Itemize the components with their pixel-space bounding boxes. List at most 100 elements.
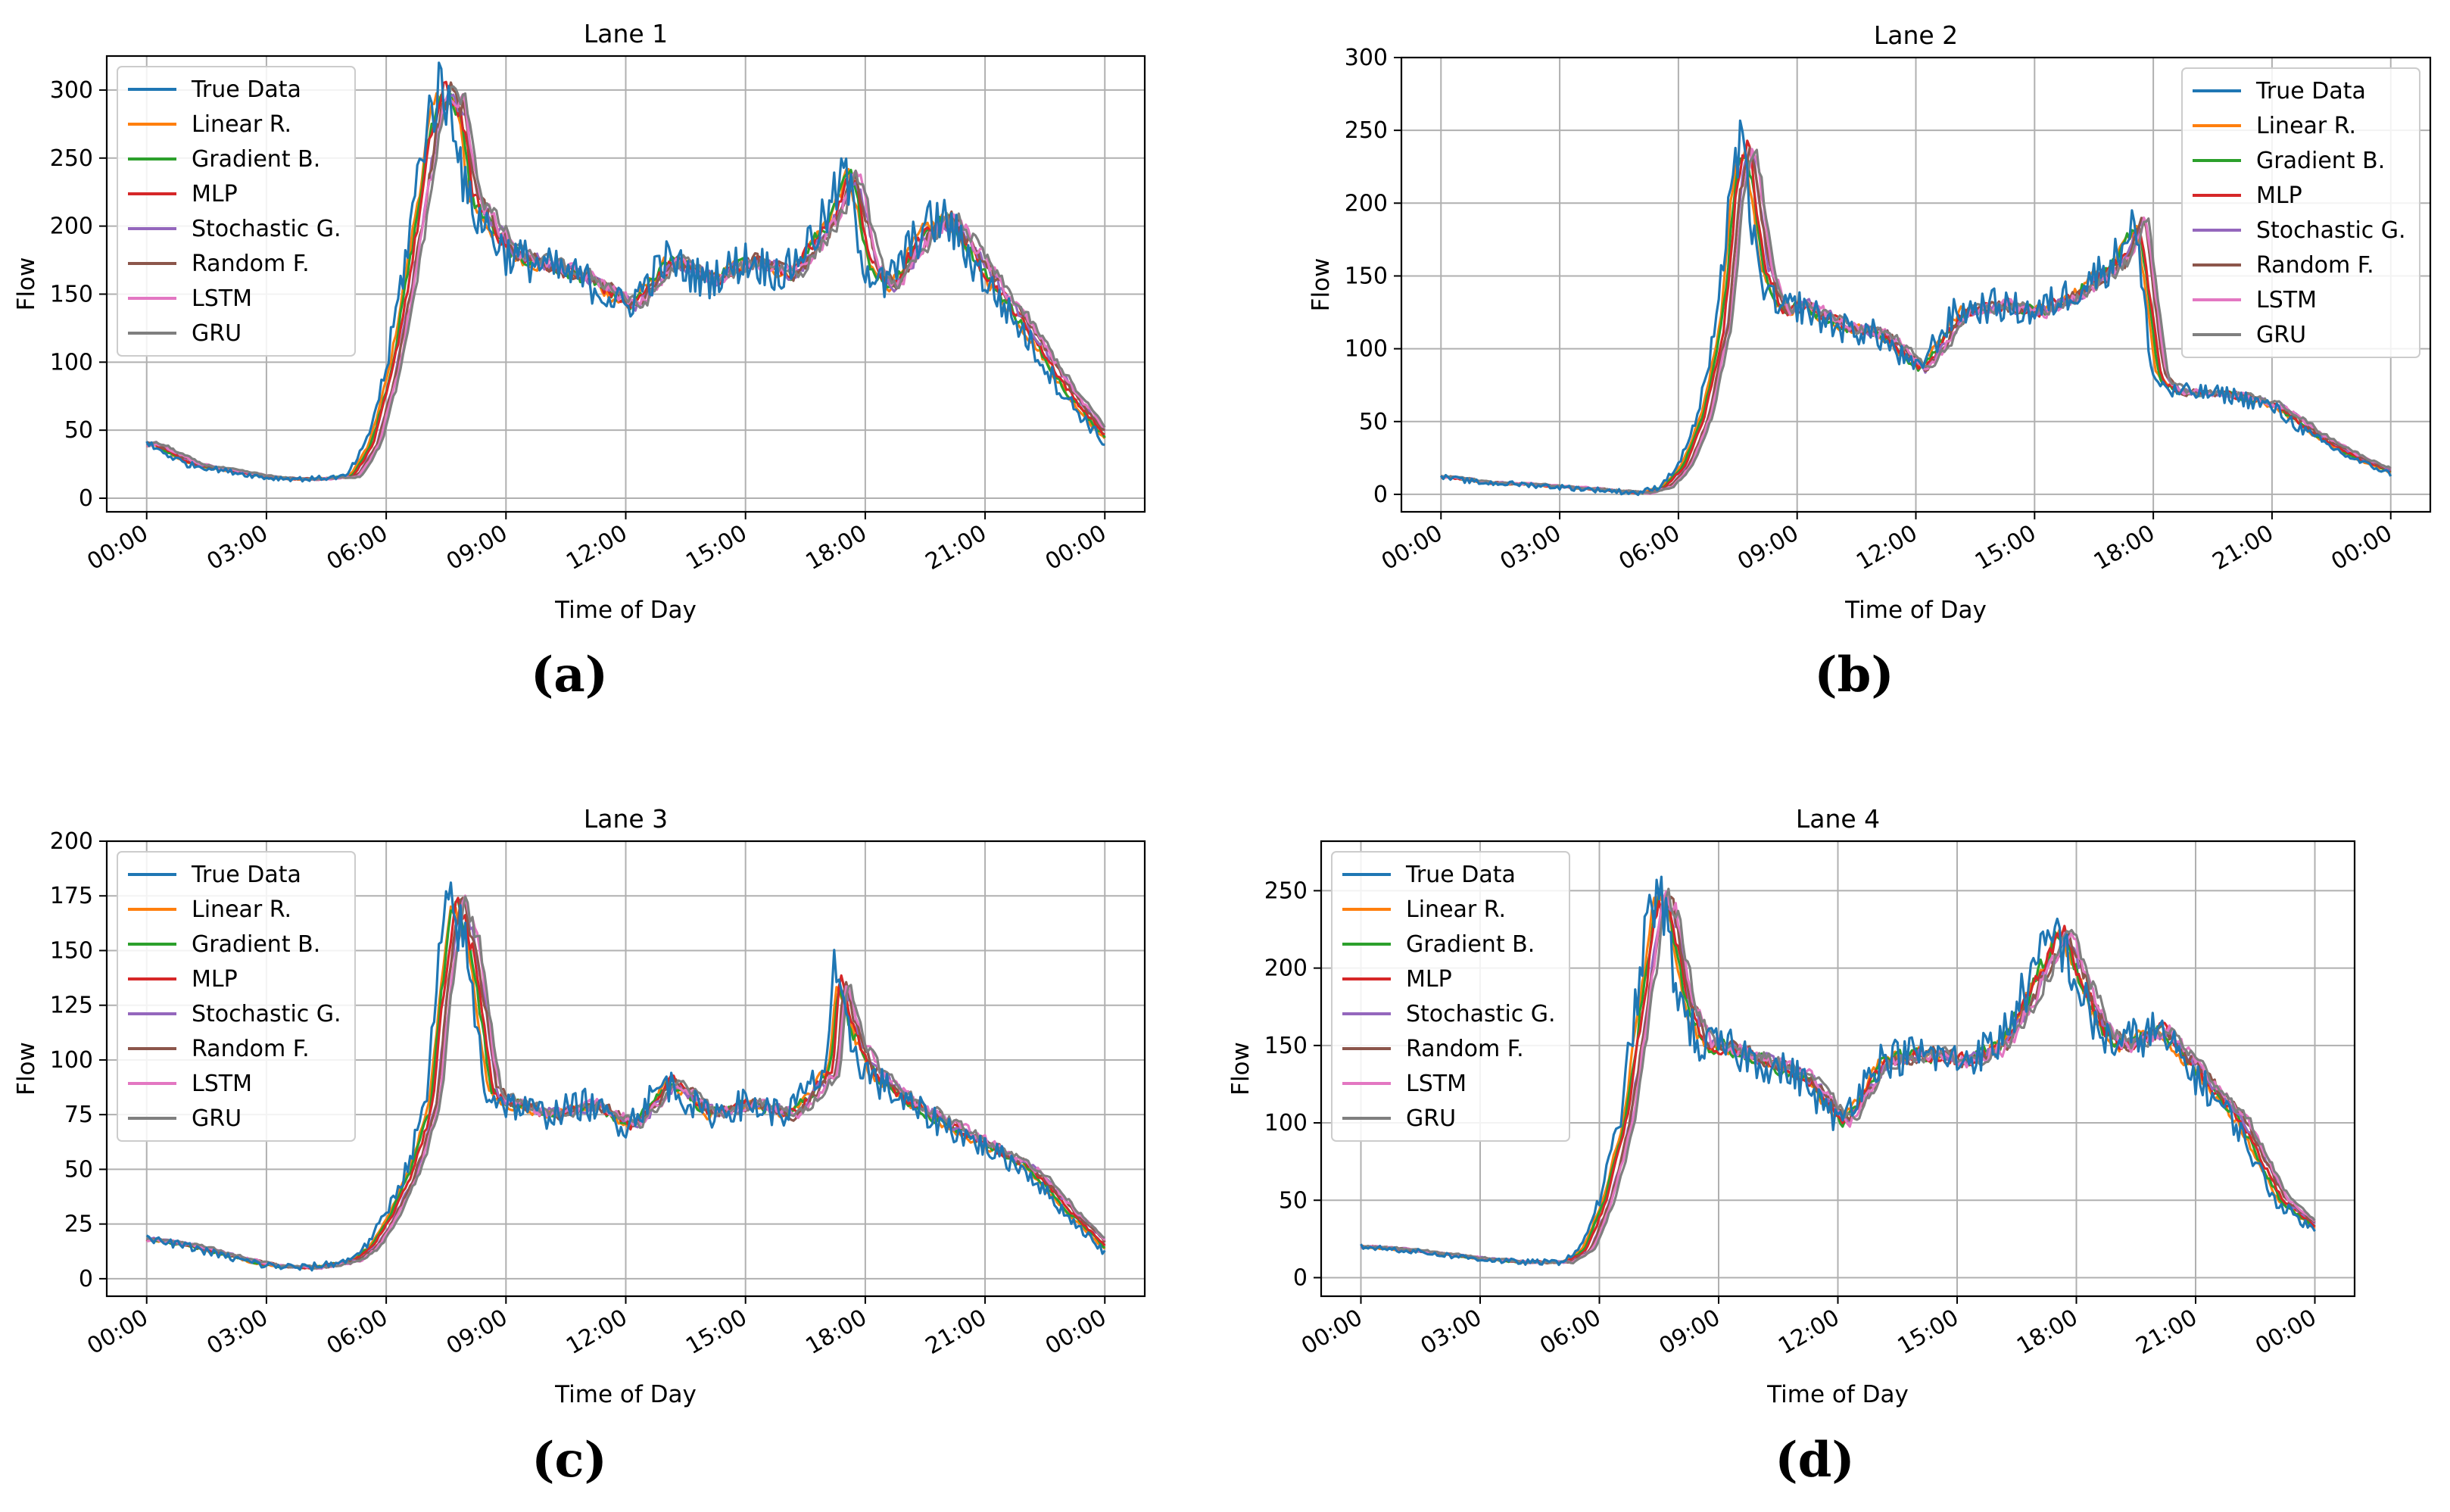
x-tick-label: 00:00 — [1041, 1305, 1111, 1361]
x-tick-label: 12:00 — [562, 1305, 631, 1361]
y-axis-label: Flow — [1308, 258, 1335, 312]
y-tick-label: 125 — [50, 993, 93, 1019]
x-tick-label: 00:00 — [2251, 1305, 2321, 1361]
legend-label: Linear R. — [1406, 896, 1506, 923]
x-tick-label: 18:00 — [2090, 520, 2159, 576]
legend-label: LSTM — [192, 1071, 252, 1097]
x-tick-label: 21:00 — [2132, 1305, 2202, 1361]
x-tick-label: 00:00 — [83, 520, 152, 576]
y-tick-label: 0 — [1373, 482, 1388, 508]
x-tick-label: 06:00 — [1535, 1305, 1605, 1361]
legend-label: True Data — [191, 862, 301, 888]
legend: True Data Linear R. Gradient B. MLP Stochast… — [117, 66, 356, 357]
legend-label: MLP — [2256, 182, 2302, 209]
legend-label: True Data — [1405, 862, 1516, 888]
x-tick-label: 15:00 — [1894, 1305, 1963, 1361]
x-tick-label: 12:00 — [1774, 1305, 1844, 1361]
legend-box — [117, 66, 356, 357]
legend-label: Random F. — [2256, 252, 2374, 279]
y-tick-label: 0 — [79, 1266, 93, 1292]
x-tick-label: 09:00 — [1655, 1305, 1725, 1361]
legend-label: Gradient B. — [192, 146, 320, 173]
x-tick-label: 06:00 — [323, 520, 392, 576]
x-tick-label: 09:00 — [442, 1305, 512, 1361]
legend-label: Gradient B. — [1406, 931, 1535, 958]
x-tick-label: 03:00 — [1417, 1305, 1486, 1361]
legend-label: MLP — [1406, 966, 1452, 993]
x-tick-label: 09:00 — [1733, 520, 1803, 576]
x-tick-label: 15:00 — [681, 520, 751, 576]
chart-title: Lane 4 — [1796, 804, 1880, 834]
subfigure-caption: (b) — [1814, 647, 1894, 703]
series-line-lstm — [146, 894, 1106, 1270]
x-axis-label: Time of Day — [1766, 1381, 1909, 1408]
legend: True Data Linear R. Gradient B. MLP Stochast… — [117, 851, 356, 1142]
y-tick-label: 150 — [50, 281, 93, 307]
y-tick-label: 250 — [50, 145, 93, 172]
legend-label: Linear R. — [2256, 113, 2356, 139]
series-group — [1360, 875, 2316, 1267]
x-axis-label: Time of Day — [554, 1381, 697, 1408]
legend-label: LSTM — [192, 285, 252, 312]
x-tick-label: 03:00 — [203, 1305, 273, 1361]
legend-label: Random F. — [192, 251, 310, 277]
x-tick-label: 09:00 — [442, 520, 512, 576]
y-tick-label: 200 — [50, 214, 93, 240]
y-tick-label: 300 — [1345, 45, 1388, 71]
legend-box — [1331, 851, 1570, 1142]
chart-panel-2: 0 50 100 150 200 250 300 00:00 03:00 06:00 09:00 12… — [1308, 20, 2432, 703]
chart-panel-1: 0 50 100 150 200 250 300 00:00 03:00 06:00 09:00 12… — [13, 19, 1146, 703]
legend-box — [2181, 67, 2420, 358]
legend-label: MLP — [192, 181, 238, 207]
y-tick-label: 25 — [64, 1211, 93, 1238]
y-tick-label: 50 — [64, 417, 93, 444]
x-tick-label: 18:00 — [802, 1305, 871, 1361]
y-tick-label: 250 — [1345, 117, 1388, 144]
x-axis-label: Time of Day — [1844, 597, 1987, 624]
y-tick-label: 100 — [1264, 1110, 1308, 1136]
x-tick-label: 15:00 — [1971, 520, 2040, 576]
x-tick-label: 18:00 — [802, 520, 871, 576]
y-tick-label: 100 — [50, 1047, 93, 1074]
y-tick-label: 0 — [79, 485, 93, 512]
y-tick-label: 150 — [1345, 263, 1388, 289]
x-tick-label: 06:00 — [1615, 520, 1685, 576]
series-line-true-data — [1360, 875, 2316, 1267]
legend-label: Stochastic G. — [192, 216, 341, 242]
legend-label: Gradient B. — [192, 931, 320, 958]
series-group — [145, 61, 1106, 483]
legend-label: Stochastic G. — [1406, 1001, 1556, 1027]
chart-title: Lane 2 — [1874, 20, 1958, 50]
x-tick-label: 00:00 — [1377, 520, 1447, 576]
legend: True Data Linear R. Gradient B. MLP Stochast… — [2181, 67, 2420, 358]
legend-label: Random F. — [192, 1036, 310, 1062]
x-tick-label: 12:00 — [1852, 520, 1922, 576]
legend-label: MLP — [192, 966, 238, 993]
legend-label: Stochastic G. — [192, 1001, 341, 1027]
legend-label: GRU — [192, 320, 242, 347]
series-line-true-data — [1440, 119, 2392, 497]
x-tick-label: 00:00 — [83, 1305, 152, 1361]
y-tick-label: 150 — [50, 937, 93, 964]
chart-title: Lane 1 — [584, 19, 668, 48]
x-tick-label: 00:00 — [1297, 1305, 1367, 1361]
x-tick-label: 00:00 — [2327, 520, 2396, 576]
legend-label: True Data — [2255, 78, 2366, 104]
x-tick-label: 21:00 — [2208, 520, 2278, 576]
y-tick-label: 200 — [50, 828, 93, 855]
x-tick-label: 00:00 — [1041, 520, 1111, 576]
subfigure-caption: (c) — [531, 1432, 607, 1489]
series-group — [1440, 119, 2392, 497]
y-tick-label: 50 — [64, 1156, 93, 1183]
legend: True Data Linear R. Gradient B. MLP Stochast… — [1331, 851, 1570, 1142]
x-tick-label: 03:00 — [1496, 520, 1566, 576]
x-tick-label: 03:00 — [203, 520, 273, 576]
chart-panel-4: 0 50 100 150 200 250 00:00 03:00 06:00 09:00 12:00… — [1227, 804, 2356, 1489]
series-line-true-data — [145, 881, 1106, 1272]
y-axis-label: Flow — [13, 1042, 40, 1096]
legend-box — [117, 851, 356, 1142]
legend-label: Linear R. — [192, 896, 291, 923]
y-tick-label: 200 — [1264, 956, 1308, 982]
x-tick-label: 21:00 — [921, 1305, 991, 1361]
legend-label: Gradient B. — [2256, 148, 2385, 174]
